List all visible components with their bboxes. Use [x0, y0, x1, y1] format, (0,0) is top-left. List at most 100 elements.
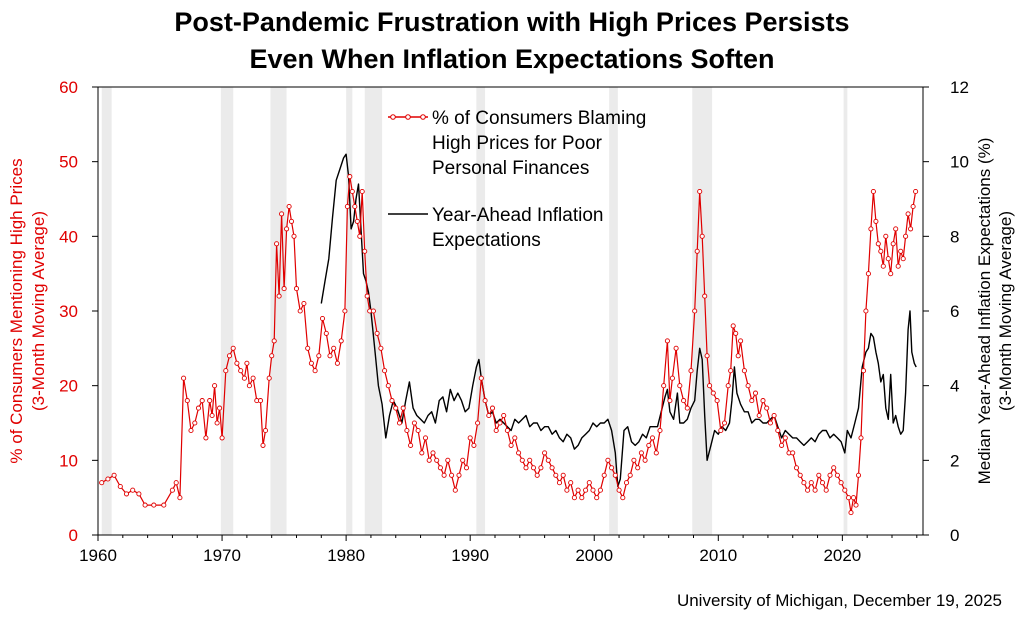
high-prices-data-point — [710, 390, 716, 396]
high-prices-data-point — [699, 233, 705, 239]
high-prices-data-point — [782, 435, 788, 441]
high-prices-data-point — [184, 398, 190, 404]
high-prices-data-point — [226, 353, 233, 359]
high-prices-data-point — [486, 412, 492, 419]
high-prices-data-point — [404, 427, 410, 434]
high-prices-data-point — [456, 472, 462, 478]
chart-title-line-2: Even When Inflation Expectations Soften — [249, 44, 774, 74]
high-prices-data-point — [677, 383, 683, 389]
high-prices-data-point — [305, 345, 311, 351]
high-prices-data-point — [873, 218, 879, 224]
right-y-axis-label-line-2: (3-Month Moving Average) — [996, 211, 1015, 411]
high-prices-data-point — [293, 286, 300, 292]
high-prices-data-point — [653, 450, 659, 456]
high-prices-data-point — [560, 472, 566, 478]
high-prices-data-point — [819, 480, 826, 486]
high-prices-data-point — [512, 435, 518, 441]
high-prices-data-point — [445, 457, 451, 463]
high-prices-data-point — [136, 491, 142, 497]
high-prices-data-point — [212, 383, 218, 389]
high-prices-data-point — [805, 487, 811, 493]
right-y-axis-tick-label: 10 — [950, 153, 969, 172]
high-prices-data-point — [519, 457, 525, 463]
legend-label-expectations-line-1: Year-Ahead Inflation — [432, 205, 603, 226]
recession-band — [101, 87, 112, 535]
high-prices-data-point — [123, 491, 130, 497]
high-prices-data-point — [681, 398, 687, 404]
left-y-axis-tick-label: 60 — [59, 78, 78, 97]
high-prices-data-point — [250, 375, 256, 381]
high-prices-data-point — [823, 487, 829, 493]
high-prices-data-point — [597, 487, 603, 493]
high-prices-data-point — [575, 487, 581, 493]
high-prices-data-point — [888, 271, 894, 277]
high-prices-data-point — [419, 450, 425, 456]
high-prices-data-point — [523, 465, 529, 471]
high-prices-data-point — [441, 472, 447, 478]
high-prices-data-point — [207, 398, 213, 404]
high-prices-data-point — [553, 472, 559, 478]
high-prices-data-point — [657, 427, 663, 434]
high-prices-data-point — [661, 383, 667, 389]
high-prices-data-point — [504, 427, 510, 434]
high-prices-data-point — [400, 405, 406, 411]
high-prices-data-point — [452, 487, 458, 493]
high-prices-data-point — [434, 457, 440, 463]
high-prices-data-point — [583, 487, 589, 493]
high-prices-data-point — [623, 480, 630, 486]
high-prices-data-point — [426, 457, 432, 463]
right-y-axis-tick-label: 0 — [950, 526, 959, 545]
high-prices-data-point — [893, 226, 899, 232]
high-prices-data-point — [354, 218, 360, 224]
high-prices-data-point — [704, 353, 710, 359]
high-prices-data-point — [684, 405, 690, 411]
series-line-inflation-expectations — [320, 153, 917, 488]
left-y-axis: 0 10 20 30 40 50 60 — [59, 78, 98, 545]
high-prices-data-point — [601, 472, 607, 478]
high-prices-data-point — [478, 375, 484, 381]
high-prices-data-point — [364, 293, 370, 299]
high-prices-data-point — [105, 476, 111, 482]
high-prices-data-point — [556, 480, 563, 486]
recession-band — [692, 87, 713, 535]
high-prices-data-point — [181, 375, 187, 381]
high-prices-data-point — [605, 457, 611, 463]
high-prices-data-point — [393, 405, 399, 411]
high-prices-data-point — [853, 502, 859, 508]
high-prices-data-point — [890, 241, 896, 247]
high-prices-data-point — [359, 188, 365, 195]
recession-band — [346, 87, 353, 535]
high-prices-data-point — [538, 465, 544, 471]
high-prices-data-point — [812, 487, 818, 493]
recession-band — [220, 87, 234, 535]
high-prices-data-point — [516, 450, 522, 456]
high-prices-data-point — [870, 188, 876, 195]
high-prices-data-point — [482, 398, 488, 404]
high-prices-data-point — [370, 308, 376, 314]
high-prices-data-point — [875, 241, 881, 247]
high-prices-data-point — [855, 472, 862, 478]
right-y-axis-tick-label: 2 — [950, 451, 959, 470]
high-prices-data-point — [188, 427, 194, 434]
chart-title-line-1: Post-Pandemic Frustration with High Pric… — [174, 7, 849, 37]
high-prices-data-point — [279, 211, 285, 217]
high-prices-data-point — [199, 398, 205, 404]
high-prices-data-point — [374, 330, 380, 336]
right-y-axis-tick-label: 8 — [950, 227, 959, 246]
high-prices-data-point — [508, 442, 514, 448]
high-prices-data-point — [234, 360, 240, 366]
high-prices-data-point — [664, 338, 670, 344]
high-prices-data-point — [195, 405, 202, 411]
high-prices-data-point — [347, 174, 353, 180]
high-prices-data-point — [449, 472, 455, 478]
high-prices-data-point — [549, 465, 555, 471]
high-prices-data-point — [378, 345, 384, 351]
high-prices-data-point — [276, 293, 282, 299]
high-prices-data-point — [745, 383, 751, 389]
high-prices-data-point — [749, 398, 755, 404]
high-prices-data-point — [331, 345, 337, 351]
high-prices-data-point — [281, 286, 287, 292]
high-prices-data-point — [858, 435, 864, 441]
high-prices-data-point — [883, 233, 889, 239]
